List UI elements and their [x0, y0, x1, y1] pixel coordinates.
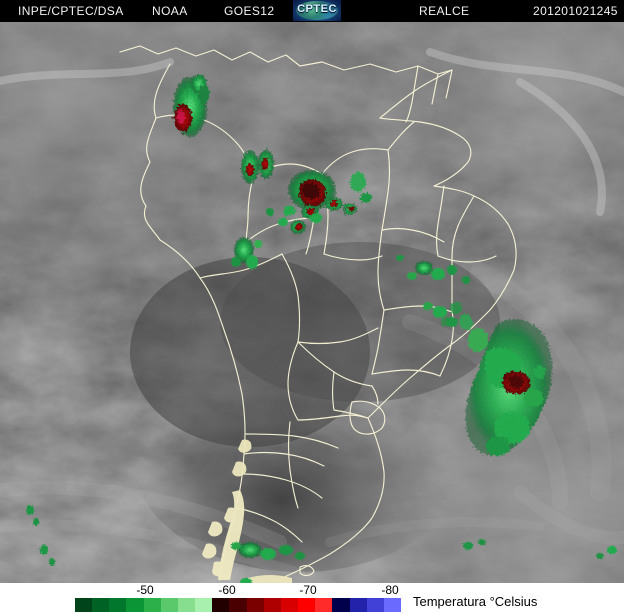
cptec-logo-text: CPTEC — [297, 3, 337, 15]
colorbar-segment — [263, 598, 281, 612]
temperature-colorbar — [75, 598, 401, 612]
colorbar-tick-label: -60 — [218, 583, 236, 597]
header-agency-label: INPE/CPTEC/DSA — [18, 4, 124, 18]
legend-footer: -50 -60 -70 -80 Temperatura °Celsius — [0, 583, 624, 614]
colorbar-tick-label: -80 — [381, 583, 399, 597]
satellite-map-canvas — [0, 22, 624, 583]
colorbar-title: Temperatura °Celsius — [413, 594, 538, 609]
image-header-bar: INPE/CPTEC/DSA NOAA GOES12 CPTEC REALCE … — [0, 0, 624, 22]
colorbar-segment — [109, 598, 127, 612]
colorbar-segment — [280, 598, 299, 612]
globe-icon — [296, 1, 338, 20]
colorbar-tick-labels: -50 -60 -70 -80 — [0, 583, 624, 598]
colorbar-segment — [143, 598, 161, 612]
colorbar-segment — [160, 598, 178, 612]
colorbar-segment — [298, 598, 316, 612]
colorbar-segment — [92, 598, 110, 612]
header-timestamp-label: 201201021245 — [533, 4, 618, 18]
colorbar-segment — [212, 598, 230, 612]
colorbar-segment — [383, 598, 401, 612]
colorbar-segment — [246, 598, 264, 612]
colorbar-segment — [366, 598, 384, 612]
cptec-logo: CPTEC — [293, 0, 341, 21]
colorbar-tick-label: -70 — [299, 583, 317, 597]
colorbar-segment — [315, 598, 333, 612]
colorbar-segment — [349, 598, 367, 612]
header-satellite-family-label: NOAA — [152, 4, 188, 18]
colorbar-segment — [75, 598, 93, 612]
satellite-image — [0, 22, 624, 583]
colorbar-segment — [177, 598, 196, 612]
header-satellite-label: GOES12 — [224, 4, 275, 18]
colorbar-segment — [332, 598, 350, 612]
header-product-label: REALCE — [419, 4, 470, 18]
colorbar-segment — [229, 598, 247, 612]
colorbar-segment — [195, 598, 213, 612]
colorbar-tick-label: -50 — [136, 583, 154, 597]
colorbar-segment — [126, 598, 144, 612]
